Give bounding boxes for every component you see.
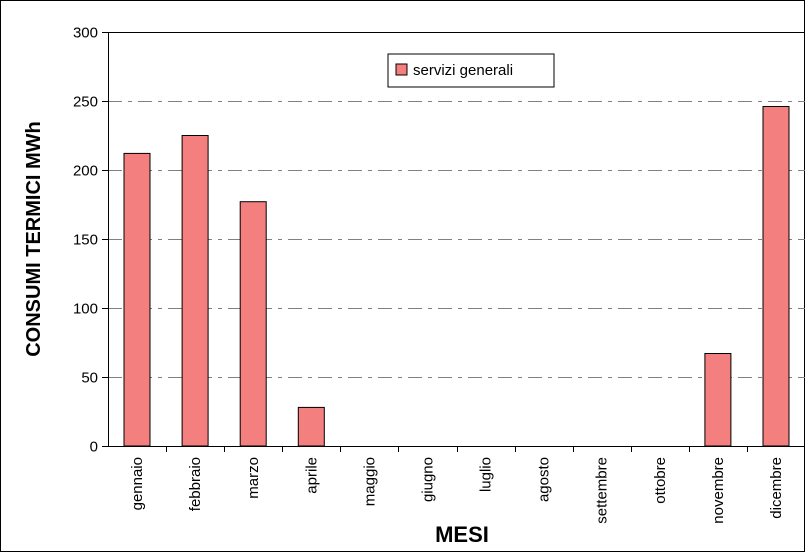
- bar-novembre: [704, 353, 732, 447]
- y-axis: 0 50 100 150 200 250 300: [73, 25, 108, 456]
- y-tick-label: 50: [81, 370, 98, 387]
- bar-marzo: [239, 201, 267, 447]
- x-tick-label: luglio: [478, 457, 495, 492]
- x-tick-label: aprile: [303, 457, 320, 494]
- bars: [123, 106, 790, 447]
- x-tick-label: settembre: [594, 457, 611, 524]
- x-tick-label: ottobre: [652, 457, 669, 504]
- y-tick-label: 300: [73, 25, 98, 42]
- legend-label: servizi generali: [413, 62, 513, 79]
- y-tick-label: 0: [90, 439, 98, 456]
- legend-box: [387, 53, 555, 88]
- x-tick-label: marzo: [245, 457, 262, 499]
- x-tick-label: giugno: [419, 457, 436, 502]
- x-tick-label: febbraio: [187, 457, 204, 511]
- x-axis: gennaio febbraio marzo aprile maggio giugno lu…: [129, 446, 785, 524]
- y-tick-label: 100: [73, 301, 98, 318]
- legend: servizi generali: [387, 53, 555, 88]
- y-tick-label: 150: [73, 232, 98, 249]
- x-tick-label: dicembre: [768, 457, 785, 519]
- y-tick-label: 200: [73, 163, 98, 180]
- x-axis-title: MESI: [435, 522, 489, 547]
- bar-gennaio: [123, 152, 151, 447]
- bar-febbraio: [181, 135, 209, 447]
- legend-swatch: [395, 63, 408, 76]
- bar-aprile: [297, 406, 325, 447]
- y-axis-title: CONSUMI TERMICI MWh: [23, 121, 45, 357]
- x-tick-label: gennaio: [129, 457, 146, 510]
- bar-dicembre: [762, 106, 790, 447]
- y-tick-label: 250: [73, 94, 98, 111]
- x-tick-label: novembre: [710, 457, 727, 524]
- x-tick-label: maggio: [361, 457, 378, 506]
- gridlines: [108, 101, 805, 378]
- x-tick-label: agosto: [536, 457, 553, 502]
